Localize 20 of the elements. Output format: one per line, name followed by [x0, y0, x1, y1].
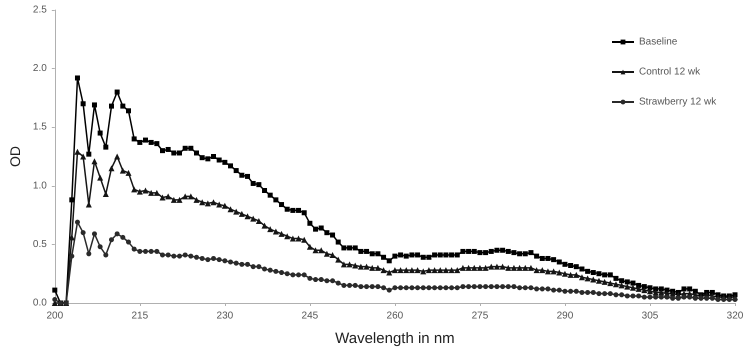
x-tick-label: 215: [131, 310, 149, 322]
y-tick-label: 0.0: [32, 298, 48, 308]
y-tick-label: 2.0: [32, 63, 48, 74]
y-tick-label: 1.5: [32, 122, 48, 133]
x-tick-label: 320: [726, 310, 744, 322]
x-tick-label: 245: [302, 310, 319, 322]
x-tick-label: 275: [472, 310, 489, 322]
legend-label: Control 12 wk: [639, 66, 702, 78]
x-axis-title: Wavelength in nm: [335, 330, 455, 347]
x-tick-label: 290: [556, 310, 574, 322]
y-tick-label: 2.5: [32, 4, 48, 16]
x-tick-label: 200: [46, 310, 64, 322]
y-tick-label: 1.0: [32, 180, 48, 192]
x-tick-label: 305: [642, 310, 659, 322]
legend-label: Baseline: [639, 36, 678, 48]
y-axis-title: OD: [7, 146, 23, 167]
x-tick-label: 260: [386, 310, 404, 322]
y-tick-label: 0.5: [32, 238, 48, 250]
legend-label: Strawberry 12 wk: [639, 96, 718, 108]
x-tick-label: 230: [216, 310, 234, 322]
